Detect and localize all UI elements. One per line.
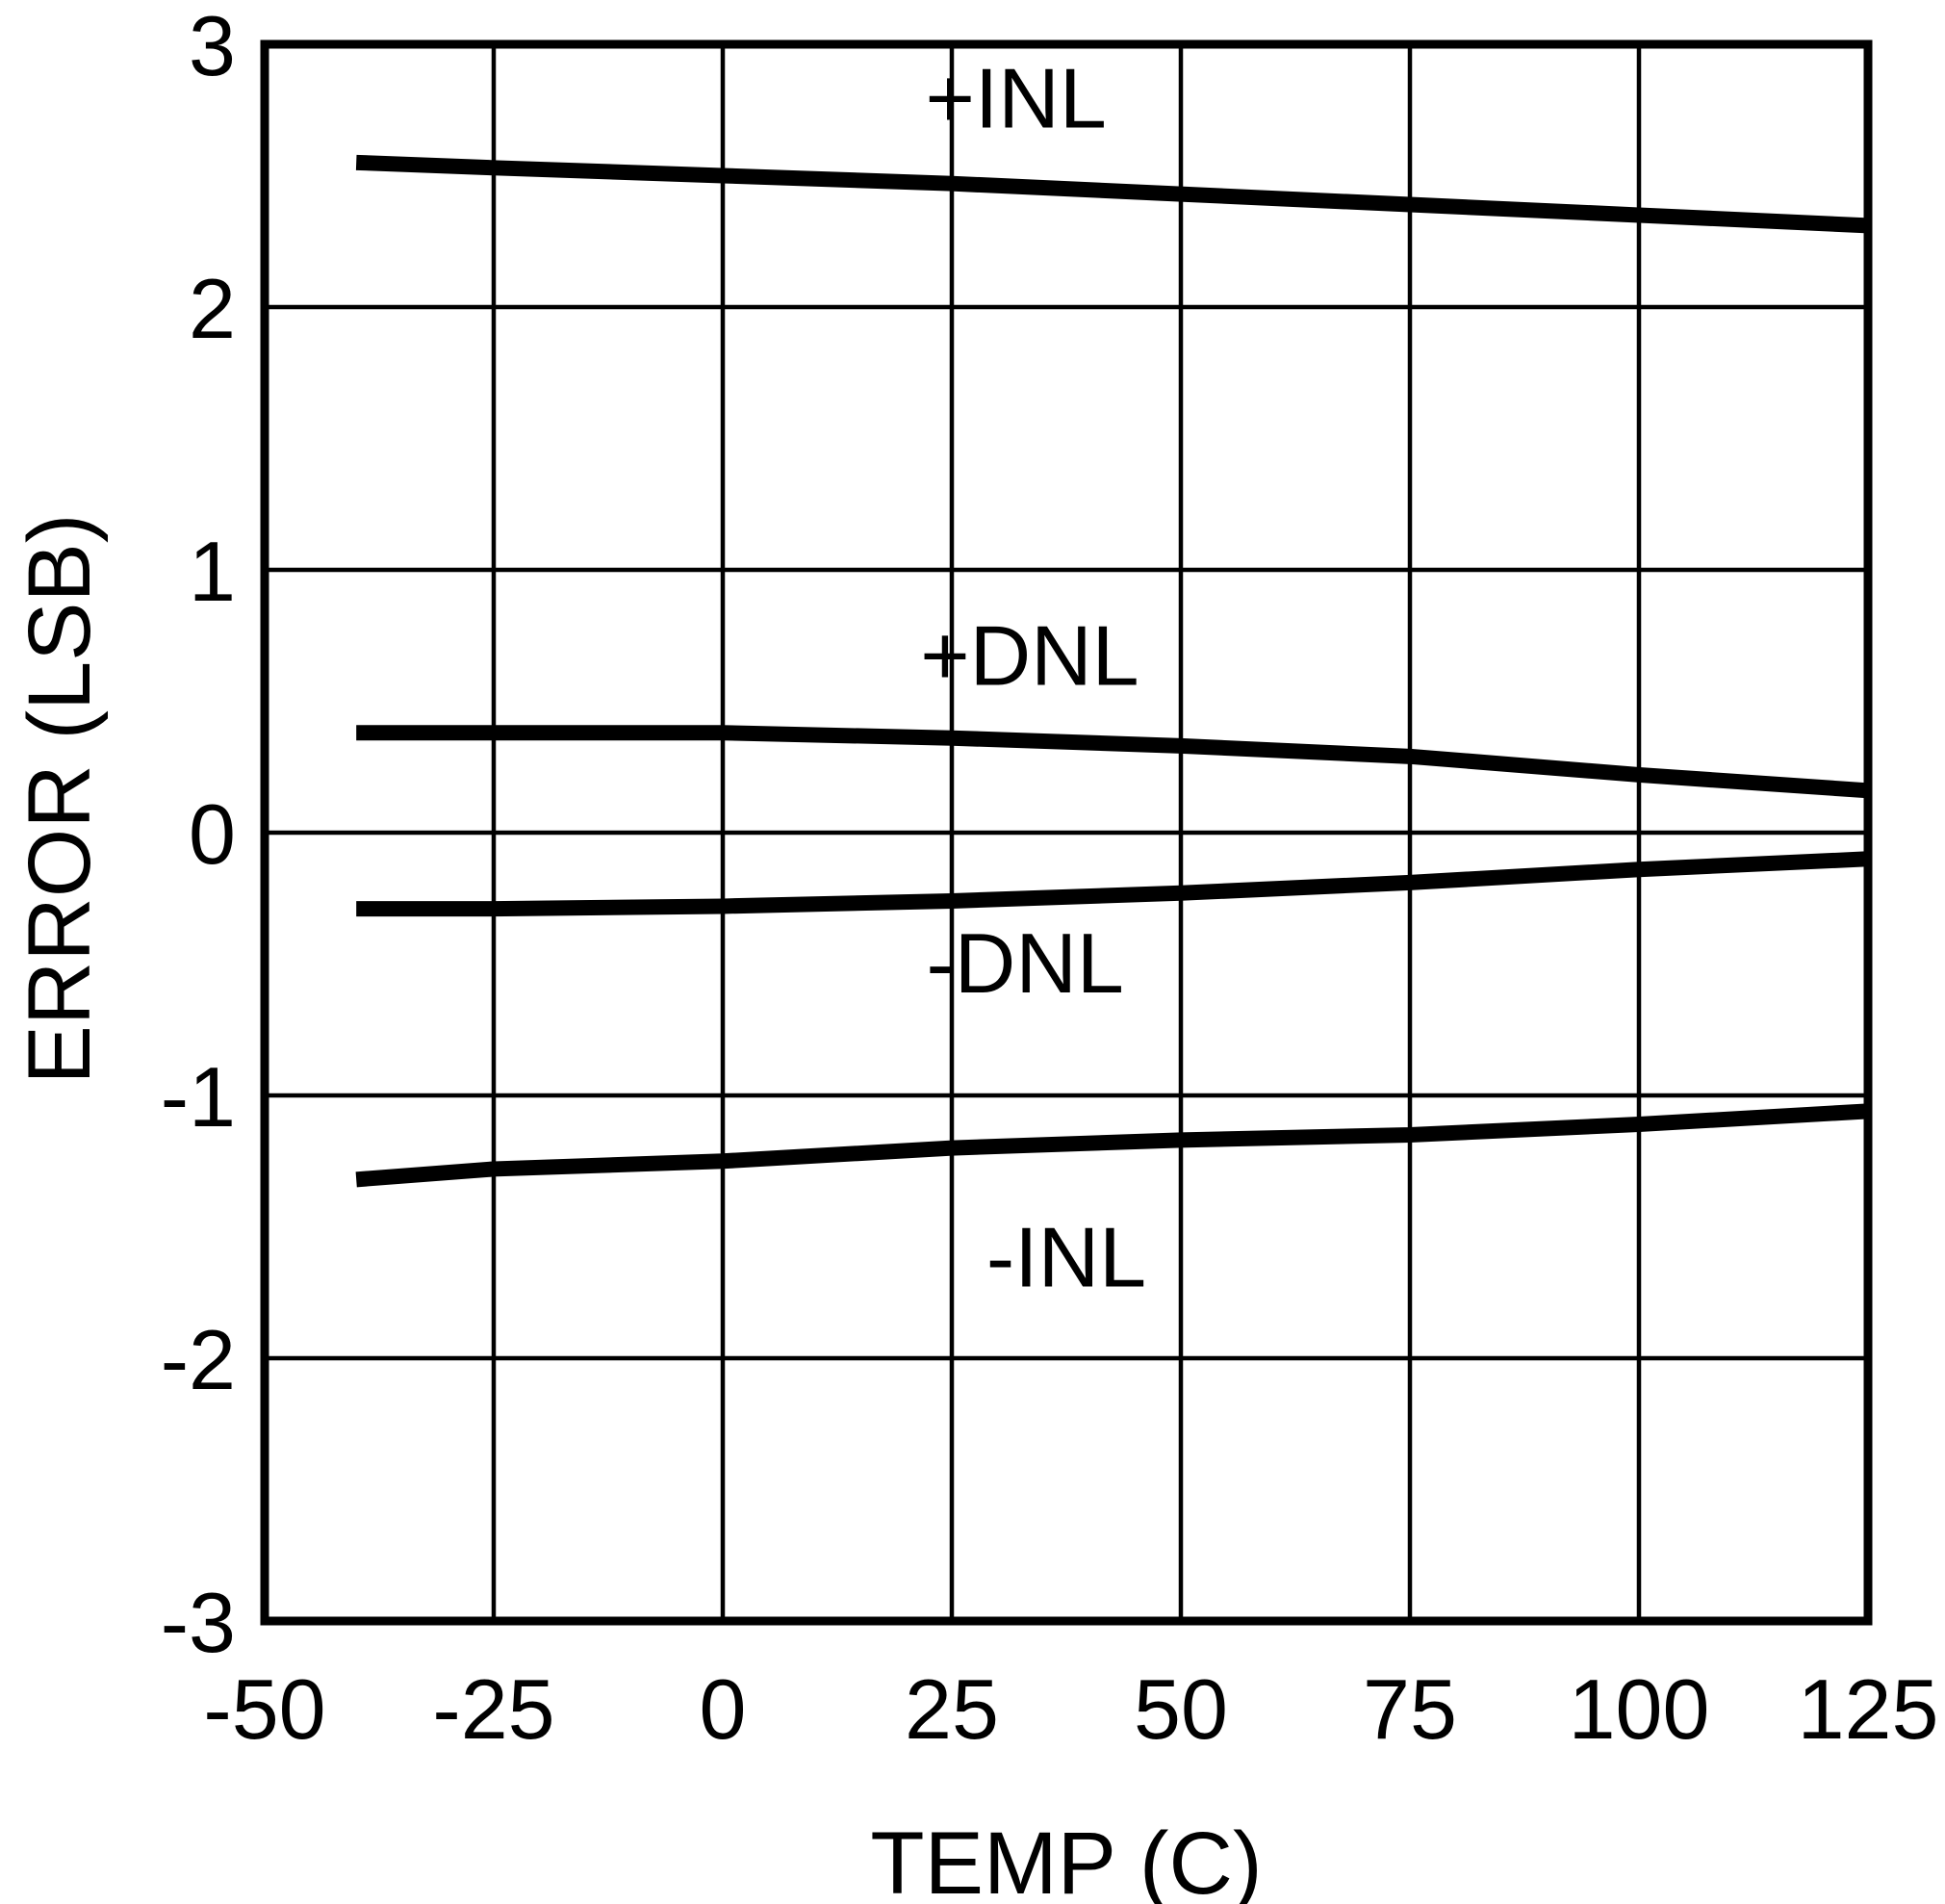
x-tick-label: -50 xyxy=(203,1661,325,1757)
x-tick-label: 100 xyxy=(1569,1661,1710,1757)
y-tick-label: -1 xyxy=(161,1049,236,1145)
y-tick-label: 2 xyxy=(189,261,236,356)
x-tick-label: 50 xyxy=(1134,1661,1228,1757)
series-line-pos-inl xyxy=(355,154,1869,234)
plot-border xyxy=(260,39,1873,1626)
series-label-pos-dnl: +DNL xyxy=(920,607,1139,703)
y-tick-label: -2 xyxy=(161,1312,236,1407)
series-label-neg-inl: -INL xyxy=(986,1210,1146,1305)
y-tick-label: 0 xyxy=(189,786,236,882)
series-line-neg-dnl xyxy=(356,851,1869,917)
series-line-pos-dnl xyxy=(356,725,1869,799)
series-label-neg-dnl: -DNL xyxy=(926,915,1123,1011)
x-tick-label: 25 xyxy=(905,1661,999,1757)
y-tick-label: -3 xyxy=(161,1575,236,1670)
series-line-neg-inl xyxy=(355,1103,1869,1188)
series-label-pos-inl: +INL xyxy=(925,51,1106,146)
x-tick-label: 125 xyxy=(1798,1661,1939,1757)
x-tick-label: 0 xyxy=(700,1661,747,1757)
x-tick-label: -25 xyxy=(432,1661,554,1757)
x-axis-title: TEMP (C) xyxy=(870,1814,1263,1904)
y-axis-title: ERROR (LSB) xyxy=(11,513,109,1085)
x-tick-label: 75 xyxy=(1363,1661,1457,1757)
y-tick-label: 3 xyxy=(189,0,236,93)
y-tick-label: 1 xyxy=(189,524,236,619)
